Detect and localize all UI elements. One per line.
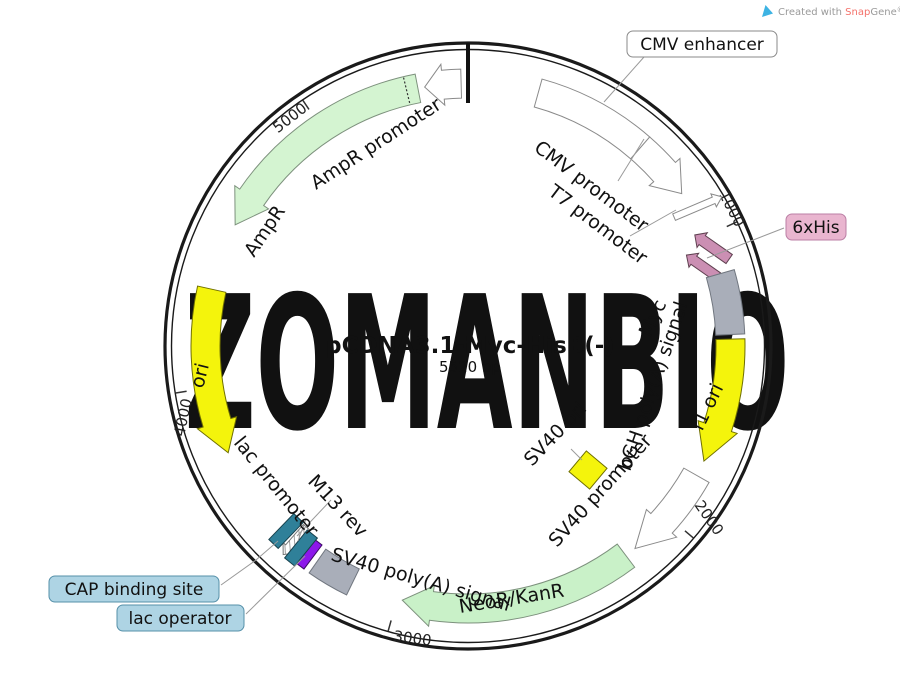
- tick-3000: [387, 620, 392, 632]
- snapgene-icon: [762, 5, 773, 17]
- lac-operator-label-box: lac operator: [116, 604, 245, 632]
- snapgene-credit: Created with SnapGene®: [762, 5, 900, 18]
- feature-neor-kanr: [401, 543, 636, 628]
- feature-f1-ori: [697, 338, 746, 463]
- feature-ampr: [234, 73, 422, 226]
- feature-sv40-promoter: [634, 467, 710, 550]
- tick-4000: [175, 390, 187, 394]
- leader-cmv-promoter: [617, 138, 645, 182]
- cmv-enhancer-box: [626, 30, 778, 58]
- cmv-enhancer-label-box: CMV enhancer: [626, 30, 778, 58]
- cap-binding-site-box: [48, 575, 220, 603]
- leader-m13-rev: [296, 499, 332, 537]
- credit-text: Created with SnapGene®: [778, 6, 900, 18]
- feature-ori: [190, 285, 238, 454]
- cap-binding-site-label-box: CAP binding site: [48, 575, 220, 603]
- feature-bgh-polya-signal: [705, 269, 746, 336]
- tick-label-1000: 1000: [715, 188, 748, 230]
- feature-sv40-polya-signal: [308, 548, 360, 596]
- lac-operator-box: [116, 604, 245, 632]
- watermark: ZOMANBIO: [185, 256, 790, 472]
- plasmid-size: 5520 bp: [439, 358, 501, 376]
- leader-6xhis: [706, 227, 785, 259]
- leader-cmv-enhancer: [603, 56, 645, 103]
- leader-sv40-ori: [570, 448, 583, 461]
- plasmid-backbone-ring: [163, 41, 773, 651]
- plasmid-title: pCDNA3.1-Myc-HisB(-): [325, 333, 615, 359]
- feature-cap-binding-bar: [268, 512, 304, 550]
- feature-his6-tag: [685, 252, 722, 282]
- feature-shapes: [190, 62, 746, 628]
- his6-text: 6xHis: [792, 218, 839, 238]
- lac-operator-text: lac operator: [128, 609, 231, 629]
- leader-t7-promoter: [629, 209, 677, 237]
- tick-5000: [302, 99, 310, 110]
- credit-snap: Snap: [845, 7, 870, 18]
- credit-created-with: Created with: [778, 7, 845, 18]
- plasmid-title-block: pCDNA3.1-Myc-HisB(-) 5520 bp: [325, 333, 615, 376]
- credit-gene: Gene: [870, 7, 896, 18]
- feature-t7-promoter: [672, 193, 723, 222]
- leader-cap-binding-site: [220, 540, 279, 586]
- tick-2000: [684, 530, 694, 539]
- feature-ampr-promoter: [424, 62, 463, 107]
- cap-binding-site-text: CAP binding site: [65, 580, 204, 600]
- feature-lac-promoter-bar: [283, 529, 319, 567]
- tick-1000: [726, 221, 738, 228]
- boxed-labels: CMV enhancer 6xHis CAP binding site lac …: [48, 30, 847, 632]
- leader-lac-operator: [245, 555, 306, 615]
- cmv-enhancer-text: CMV enhancer: [640, 35, 764, 55]
- tick-label-3000: 3000: [393, 627, 433, 650]
- feature-sv40-ori: [568, 450, 608, 490]
- feature-myc-tag: [694, 232, 734, 265]
- credit-registered: ®: [897, 6, 900, 14]
- his6-label-box: 6xHis: [785, 213, 847, 241]
- his6-box: [785, 213, 847, 241]
- ampr-divider: [402, 77, 411, 105]
- feature-cmv-promoter: [629, 136, 683, 195]
- callout-lines: [220, 56, 785, 615]
